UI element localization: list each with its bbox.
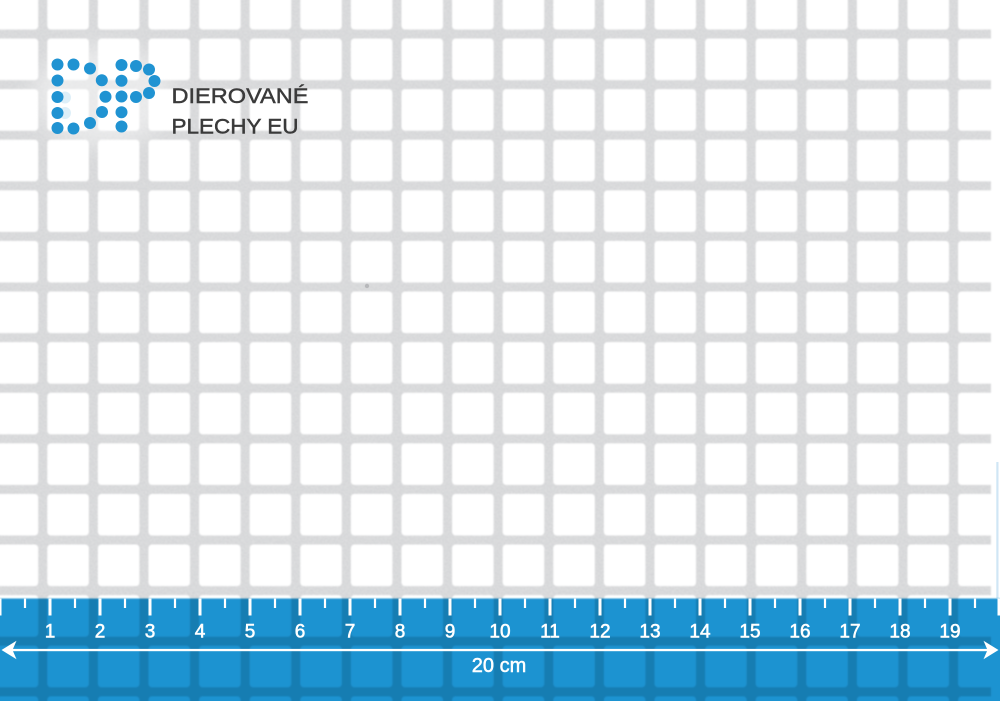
svg-text:14: 14 bbox=[689, 621, 711, 642]
svg-text:13: 13 bbox=[639, 621, 660, 642]
svg-text:20 cm: 20 cm bbox=[472, 655, 526, 677]
svg-text:8: 8 bbox=[395, 621, 406, 642]
svg-text:18: 18 bbox=[889, 621, 910, 642]
svg-text:11: 11 bbox=[540, 621, 560, 642]
svg-text:1: 1 bbox=[45, 621, 56, 642]
svg-text:17: 17 bbox=[839, 621, 860, 642]
svg-text:4: 4 bbox=[195, 621, 206, 642]
svg-text:5: 5 bbox=[245, 621, 256, 642]
svg-text:10: 10 bbox=[489, 621, 510, 642]
svg-text:15: 15 bbox=[739, 621, 760, 642]
svg-text:6: 6 bbox=[295, 621, 306, 642]
svg-text:7: 7 bbox=[345, 621, 356, 642]
svg-text:2: 2 bbox=[95, 621, 106, 642]
svg-text:3: 3 bbox=[145, 621, 156, 642]
svg-text:19: 19 bbox=[939, 621, 960, 642]
svg-text:PLECHY EU: PLECHY EU bbox=[172, 114, 299, 139]
svg-text:16: 16 bbox=[789, 621, 810, 642]
svg-text:DIEROVANÉ: DIEROVANÉ bbox=[172, 83, 309, 108]
svg-text:9: 9 bbox=[445, 621, 456, 642]
svg-text:12: 12 bbox=[589, 621, 610, 642]
